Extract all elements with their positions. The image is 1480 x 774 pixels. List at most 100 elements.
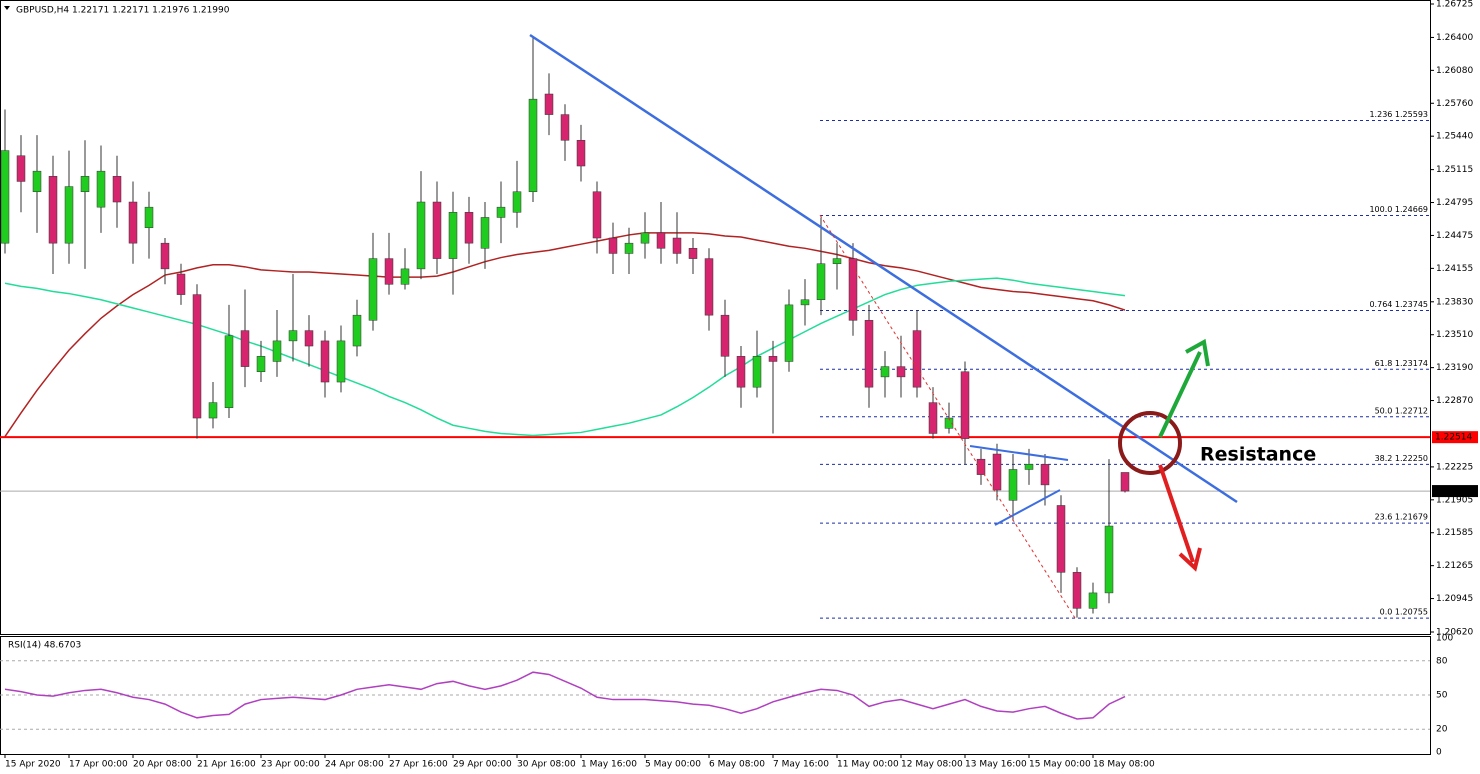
x-tick-label: 15 Apr 2020 [5, 760, 61, 770]
candle-body [272, 340, 282, 362]
y-tick-label: 1.25440 [1436, 132, 1473, 142]
triangle-upper [969, 445, 1069, 461]
candle-body [752, 356, 762, 388]
y-tick-label: 1.23830 [1436, 297, 1473, 307]
candle-body [816, 263, 826, 300]
price-tag [1432, 431, 1478, 444]
rsi-title: RSI(14) 48.6703 [8, 641, 81, 651]
moving-average [4, 232, 1126, 437]
candle-body [1056, 505, 1066, 573]
candle-body [464, 212, 474, 244]
candle-body [1072, 572, 1082, 609]
candle-body [592, 191, 602, 239]
y-tick-label: 1.26725 [1436, 0, 1473, 10]
up-arrow [1158, 338, 1210, 438]
fib-label: 38.2 1.22250 [1375, 454, 1428, 463]
y-tick-label: 1.25115 [1436, 165, 1473, 175]
y-tick-label: 1.23510 [1436, 330, 1473, 340]
candle-body [1024, 464, 1034, 470]
candle-body [992, 453, 1002, 491]
x-tick-label: 21 Apr 16:00 [197, 760, 256, 770]
candle-body [432, 201, 442, 259]
down-arrow [1158, 464, 1202, 572]
moving-average [4, 277, 1126, 437]
x-tick-label: 12 May 08:00 [901, 760, 963, 770]
fib-label: 50.0 1.22712 [1375, 406, 1428, 415]
candle-body [896, 366, 906, 378]
fib-label: 0.764 1.23745 [1369, 300, 1428, 309]
y-tick-label: 1.26080 [1436, 66, 1473, 76]
x-tick-label: 24 Apr 08:00 [325, 760, 384, 770]
rsi-tick-label: 20 [1436, 725, 1448, 735]
candle-body [80, 176, 90, 192]
y-tick-label: 1.22225 [1436, 462, 1473, 472]
fib-label: 23.6 1.21679 [1375, 513, 1428, 522]
candle-body [528, 98, 538, 192]
candle-body [368, 258, 378, 321]
x-tick-label: 7 May 16:00 [773, 760, 829, 770]
candle-body [288, 330, 298, 342]
triangle-lower [994, 489, 1061, 526]
x-tick-label: 29 Apr 00:00 [453, 760, 512, 770]
candle-body [160, 242, 170, 270]
rsi-line [4, 671, 1126, 720]
candle-body [320, 340, 330, 383]
y-tick-label: 1.24155 [1436, 264, 1473, 274]
candle-body [416, 201, 426, 270]
candle-body [672, 237, 682, 254]
y-tick-label: 1.22870 [1436, 396, 1473, 406]
x-tick-label: 17 Apr 00:00 [69, 760, 128, 770]
trendline [529, 33, 1238, 504]
candle-body [240, 330, 250, 367]
fib-label: 0.0 1.20755 [1380, 608, 1428, 617]
x-tick-label: 30 Apr 08:00 [517, 760, 576, 770]
price-tag [1432, 485, 1478, 498]
candle-body [688, 248, 698, 259]
candle-body [176, 273, 186, 295]
candle-body [784, 304, 794, 362]
candle-body [16, 155, 26, 182]
y-tick-label: 1.24475 [1436, 231, 1473, 241]
candle-body [736, 356, 746, 388]
price-tag-label: 1.22514 [1435, 433, 1472, 443]
candle-body [960, 371, 970, 439]
x-tick-label: 11 May 00:00 [837, 760, 899, 770]
candle-body [336, 340, 346, 383]
y-tick-label: 1.23190 [1436, 363, 1473, 373]
rsi-tick-label: 100 [1436, 634, 1453, 644]
candle-body [496, 206, 506, 218]
candle-body [256, 356, 266, 372]
candle-body [864, 320, 874, 388]
rsi-tick-label: 50 [1436, 691, 1448, 701]
candle-body [0, 150, 10, 244]
candle-body [1088, 592, 1098, 609]
candle-body [352, 314, 362, 347]
candle-body [912, 330, 922, 388]
candle-body [768, 356, 778, 362]
candle-body [1040, 464, 1050, 486]
candle-body [560, 114, 570, 141]
y-tick-label: 1.21265 [1436, 561, 1473, 571]
candle-body [704, 258, 714, 316]
candle-body [224, 335, 234, 409]
candle-body [384, 258, 394, 285]
candle-body [640, 232, 650, 244]
x-tick-label: 23 Apr 00:00 [261, 760, 320, 770]
candle-body [656, 232, 666, 249]
candle-body [976, 458, 986, 475]
candle-body [48, 176, 58, 244]
x-tick-label: 27 Apr 16:00 [389, 760, 448, 770]
y-tick-label: 1.21585 [1436, 528, 1473, 538]
resistance-circle [1118, 411, 1182, 475]
rsi-tick-label: 80 [1436, 656, 1448, 666]
annotation: Resistance [1200, 444, 1316, 466]
candle-body [192, 294, 202, 419]
candle-body [1008, 469, 1018, 501]
y-tick-label: 1.26400 [1436, 33, 1473, 43]
candle-body [512, 191, 522, 213]
x-tick-label: 13 May 16:00 [965, 760, 1027, 770]
candle-body [304, 330, 314, 347]
chart-title: GBPUSD,H4 1.22171 1.22171 1.21976 1.2199… [16, 6, 230, 16]
title-arrow [4, 6, 10, 10]
candle-body [1104, 525, 1114, 594]
